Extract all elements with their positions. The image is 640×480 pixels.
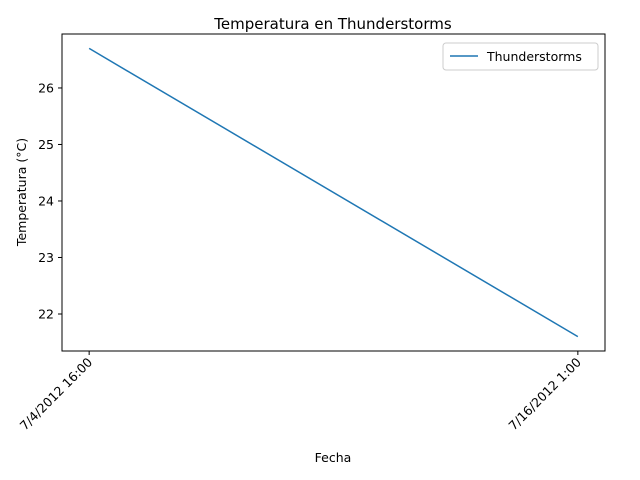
x-tick-label: 7/4/2012 16:00 (17, 354, 96, 433)
y-tick-label: 22 (38, 306, 54, 321)
y-axis-label: Temperatura (°C) (14, 138, 29, 247)
chart-title: Temperatura en Thunderstorms (213, 15, 452, 33)
x-axis: 7/4/2012 16:00 7/16/2012 1:00 (17, 351, 584, 433)
legend-box (442, 42, 599, 71)
y-tick-label: 24 (38, 193, 54, 208)
y-axis: 22 23 24 25 26 (38, 80, 62, 321)
series-layer (88, 47, 579, 338)
x-axis-label: Fecha (315, 450, 352, 465)
legend: Thunderstorms (442, 42, 599, 71)
plot-area (61, 33, 606, 352)
y-tick-label: 25 (38, 137, 54, 152)
y-tick-label: 23 (38, 250, 54, 265)
legend-label-thunderstorms: Thunderstorms (486, 49, 582, 64)
y-tick-label: 26 (38, 80, 54, 95)
x-tick-label: 7/16/2012 1:00 (505, 354, 584, 433)
series-line-thunderstorms (88, 47, 579, 338)
